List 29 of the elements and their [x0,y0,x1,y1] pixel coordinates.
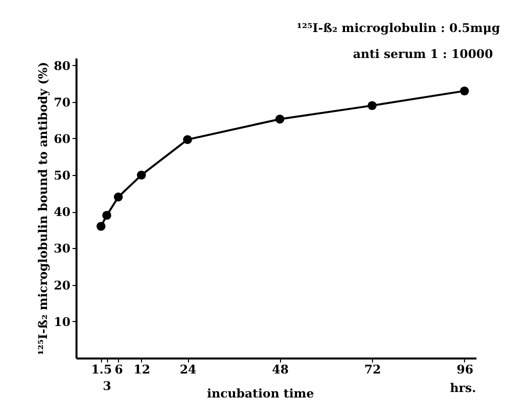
y-tick-label: 70 [54,95,70,110]
x-axis-title: incubation time [207,386,314,400]
x-tick-label: 1.5 [91,362,112,376]
text: 3 [102,379,112,393]
x-tick-label: 6 [114,362,123,376]
y-tick-label: 10 [54,314,70,329]
point [183,135,192,144]
y-tick-label: 40 [54,205,70,220]
y-tick-label: 80 [54,58,70,73]
point [136,170,146,180]
point [102,210,112,220]
x-tick-label: 48 [272,362,289,376]
annotation: anti serum 1 : 10000 [353,47,493,61]
y-tick-label: 50 [54,168,70,183]
y-axis-title: ¹²⁵I-ß₂ microglobulin bound to antibody (%) [36,62,50,356]
y-tick-label: 30 [54,242,70,256]
text: ¹²⁵I-ß₂ microglobulin : 0.5mμg [296,21,501,35]
point [114,192,123,202]
x-tick-label: 96 [456,362,474,376]
y-tick-label: 20 [54,278,70,292]
point [460,86,469,96]
y-tick-label: 60 [54,132,70,146]
x-tick-label: 24 [180,362,196,376]
x-tick-label: 12 [134,362,150,376]
point [275,114,284,124]
point [368,101,377,110]
point [96,222,106,231]
x-tick-label: 72 [364,362,382,376]
text: hrs. [450,381,476,395]
